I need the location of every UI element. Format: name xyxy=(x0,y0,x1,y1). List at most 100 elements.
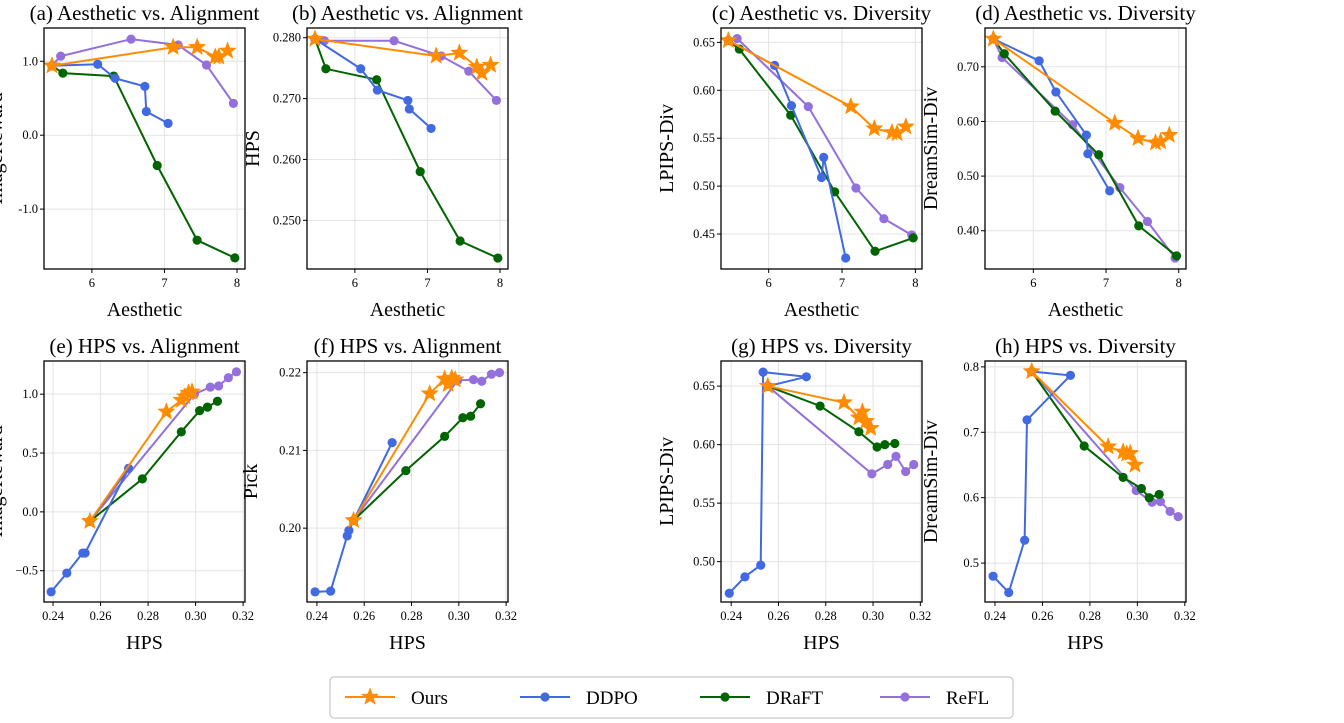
legend-marker-ddpo xyxy=(540,692,550,702)
data-point-draft xyxy=(401,466,411,476)
data-point-refl xyxy=(468,375,479,385)
x-tick-label: 8 xyxy=(497,276,503,290)
y-axis-label: ImageReward xyxy=(0,92,7,204)
data-point-ours xyxy=(182,382,202,400)
data-point-draft xyxy=(870,246,880,256)
data-point-ddpo xyxy=(988,571,998,581)
data-point-ours xyxy=(896,116,916,135)
data-point-refl xyxy=(126,34,136,44)
series-refl xyxy=(85,367,242,526)
series-ddpo xyxy=(724,367,811,598)
data-point-draft xyxy=(58,68,68,78)
data-point-ddpo xyxy=(310,587,320,597)
y-tick-label: -1.0 xyxy=(18,202,38,216)
series-ours xyxy=(721,30,916,142)
data-point-ddpo xyxy=(819,152,829,162)
x-tick-label: 8 xyxy=(1176,276,1182,290)
subplot-c: 6 7 8 0.45 0.50 0.55 0.60 0.65 (c) Aesthetic vs.… xyxy=(656,1,932,321)
data-point-refl xyxy=(223,373,233,383)
data-point-ddpo xyxy=(78,548,88,558)
y-axis-label: DreamSim-Div xyxy=(920,420,942,543)
data-point-draft xyxy=(475,399,486,409)
series-refl xyxy=(47,34,238,109)
subplot-h: 0.24 0.26 0.28 0.30 0.32 0.5 0.6 0.7 0.8 (h) HPS … xyxy=(920,334,1196,654)
legend-entry-draft: DRaFT xyxy=(700,688,823,709)
series-draft xyxy=(310,34,503,263)
y-tick-label: 0.260 xyxy=(273,152,301,166)
data-point-ddpo xyxy=(426,123,436,134)
series-ddpo xyxy=(46,463,134,597)
axes-frame xyxy=(720,27,923,270)
data-point-ours xyxy=(1128,128,1148,147)
data-point-ours xyxy=(446,369,465,388)
data-point-ddpo xyxy=(141,106,151,117)
y-tick-label: 0.65 xyxy=(693,379,715,393)
axes-frame xyxy=(984,360,1187,603)
data-point-refl xyxy=(901,466,911,477)
data-point-draft xyxy=(1050,106,1060,116)
data-point-ddpo xyxy=(46,587,56,597)
series-line-draft xyxy=(51,64,236,259)
data-point-ours xyxy=(44,55,62,74)
plot-area xyxy=(307,29,503,263)
data-point-ddpo xyxy=(841,253,851,263)
data-point-draft xyxy=(872,442,882,452)
series-draft xyxy=(988,34,1182,261)
x-tick-label: 0.28 xyxy=(815,609,837,623)
subplot-g: 0.24 0.26 0.28 0.30 0.32 0.50 0.55 0.60 0.65 (g) … xyxy=(656,334,931,654)
y-axis-label: HPS xyxy=(242,130,264,167)
plot-area xyxy=(985,29,1182,263)
series-draft xyxy=(85,396,223,526)
data-point-draft xyxy=(176,427,186,437)
data-point-draft xyxy=(192,235,202,245)
data-point-ours xyxy=(856,411,876,430)
legend-marker-refl xyxy=(900,692,910,702)
data-point-ours xyxy=(865,118,884,137)
y-tick-label: 0.20 xyxy=(279,521,301,535)
series-draft xyxy=(763,381,900,452)
data-point-ddpo xyxy=(110,73,120,83)
x-axis-label: HPS xyxy=(126,632,163,654)
data-point-refl xyxy=(491,95,501,106)
data-point-ours xyxy=(861,418,880,437)
x-tick-label: 0.32 xyxy=(495,609,517,623)
data-point-ours xyxy=(1022,361,1041,380)
subplot-title: (b) Aesthetic vs. Alignment xyxy=(292,1,523,25)
data-point-draft xyxy=(152,160,162,171)
subplot-a: 6 7 8 -1.0 0.0 1.0 (a) Aesthetic vs. Alignment… xyxy=(0,1,260,321)
plot-area xyxy=(721,30,918,263)
data-point-ours xyxy=(344,510,363,529)
plot-area xyxy=(46,367,242,597)
series-ours xyxy=(307,29,500,81)
data-point-refl xyxy=(228,98,238,109)
data-point-refl xyxy=(883,459,893,470)
data-point-ddpo xyxy=(1020,535,1030,545)
y-tick-label: 0.0 xyxy=(22,128,38,142)
axes-frame xyxy=(43,360,246,603)
data-point-draft xyxy=(908,233,918,243)
y-tick-label: 1.0 xyxy=(22,54,38,68)
data-point-ours xyxy=(163,37,183,56)
data-point-draft xyxy=(440,431,450,442)
x-tick-label: 0.24 xyxy=(720,609,743,623)
series-draft xyxy=(47,61,240,263)
legend-label: DDPO xyxy=(586,688,638,709)
data-point-draft xyxy=(493,253,503,263)
data-point-draft xyxy=(415,167,425,177)
data-point-refl xyxy=(909,459,919,470)
data-point-draft xyxy=(1118,472,1128,483)
data-point-draft xyxy=(1154,489,1164,500)
x-tick-label: 8 xyxy=(234,276,240,290)
x-tick-label: 7 xyxy=(424,276,430,290)
y-tick-label: 0.55 xyxy=(693,496,715,510)
plot-area xyxy=(310,368,505,597)
series-line-draft xyxy=(767,385,895,449)
data-point-ours xyxy=(1120,443,1140,462)
legend-marker-draft xyxy=(720,692,730,702)
data-point-ddpo xyxy=(163,118,173,128)
data-point-refl xyxy=(732,33,742,44)
data-point-draft xyxy=(202,402,213,412)
data-point-refl xyxy=(803,101,813,112)
legend-entry-ddpo: DDPO xyxy=(520,688,638,709)
